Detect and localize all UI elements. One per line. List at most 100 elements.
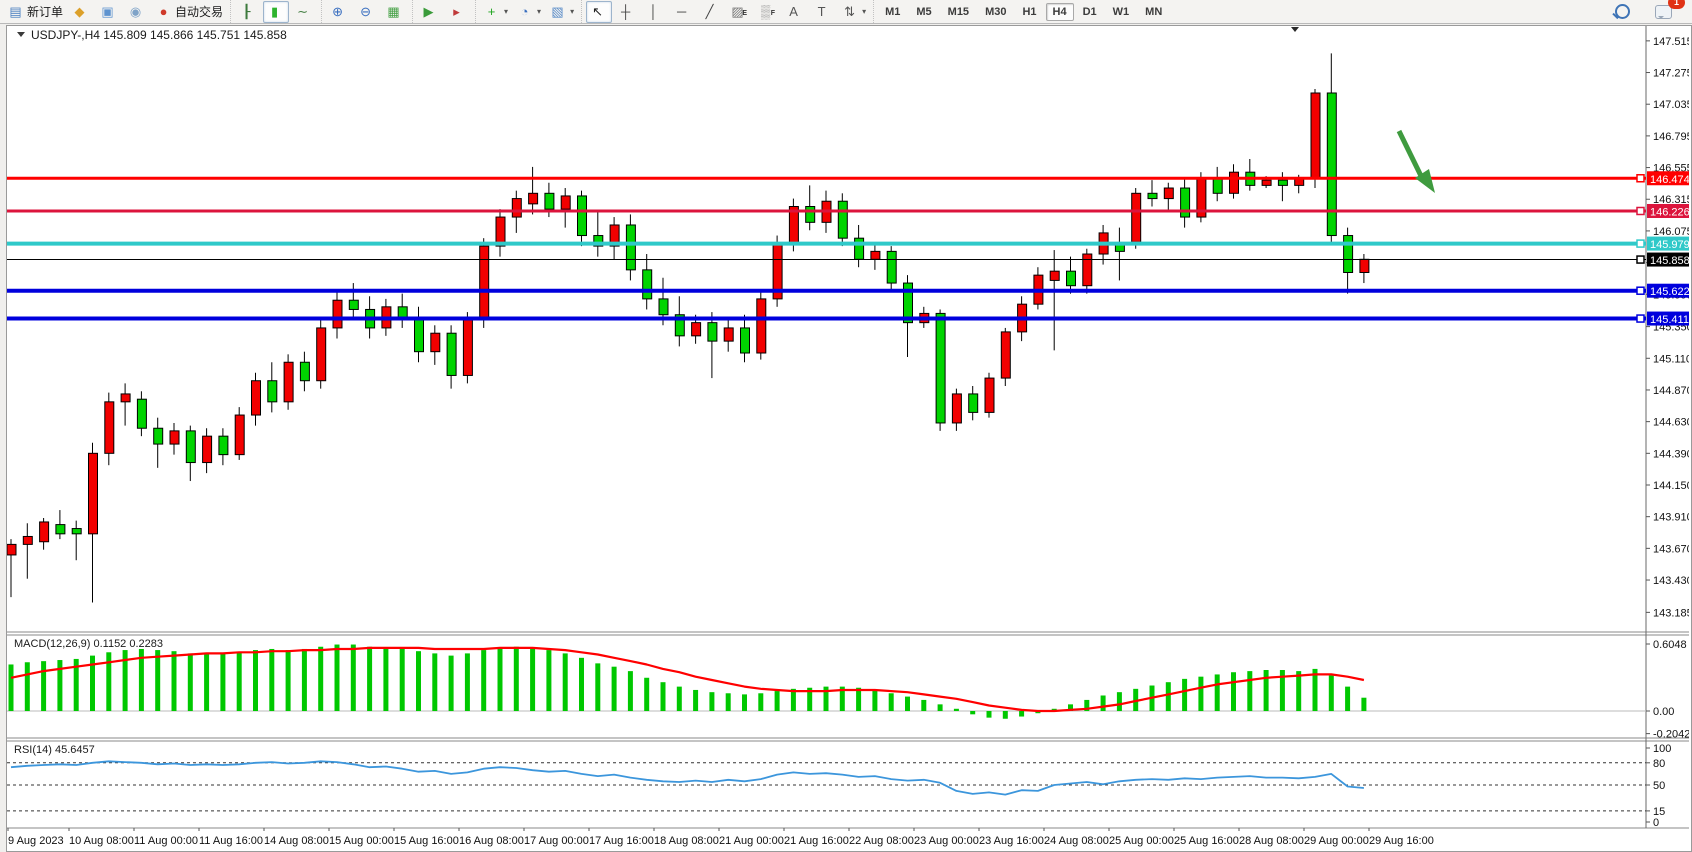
toolbar-group-orders: ▤ 新订单 ◆ ▣ ◉ ● 自动交易 xyxy=(0,0,230,23)
candle-body xyxy=(283,361,294,403)
candle-body xyxy=(1082,253,1093,287)
cursor-button[interactable]: ↖ xyxy=(586,0,613,23)
signal-icon: ◉ xyxy=(129,4,142,19)
arrows-button[interactable]: ⇅ ▾ xyxy=(838,1,869,23)
y-axis-label: 147.035 xyxy=(1653,99,1689,111)
zoom-out-button[interactable]: ⊖ xyxy=(354,1,380,23)
macd-histogram-bar xyxy=(122,650,128,711)
pivot-line-handle[interactable] xyxy=(1636,239,1645,248)
bid-price-line-handle[interactable] xyxy=(1636,255,1645,264)
notifications-button[interactable]: 1 xyxy=(1652,0,1685,23)
timeframe-d1-button[interactable]: D1 xyxy=(1082,5,1097,18)
macd-histogram-bar xyxy=(155,650,161,711)
timeframe-h4-button[interactable]: H4 xyxy=(1045,2,1074,21)
y-axis-label: 144.150 xyxy=(1653,480,1689,492)
search-button[interactable] xyxy=(1612,1,1638,23)
macd-histogram-bar xyxy=(1312,668,1318,711)
annotation-arrow-head[interactable] xyxy=(1415,169,1435,193)
macd-histogram-bar xyxy=(253,650,258,711)
indicators-icon: + xyxy=(487,4,496,19)
line-chart-button[interactable]: ∼ xyxy=(291,1,317,23)
annotation-arrow-shaft[interactable] xyxy=(1396,129,1426,182)
macd-histogram-bar xyxy=(693,689,699,711)
y-axis-label: 143.670 xyxy=(1653,543,1689,555)
rsi-axis-label: 80 xyxy=(1653,758,1665,770)
x-axis-label: 29 Aug 00:00 xyxy=(1304,835,1369,847)
chart-shift-button[interactable]: ▸ xyxy=(445,1,471,23)
crosshair-button[interactable]: ┼ xyxy=(614,1,640,23)
macd-histogram-bar xyxy=(90,655,95,711)
chart-shift-marker[interactable] xyxy=(1291,27,1299,32)
macd-histogram-bar xyxy=(8,664,14,711)
profile-button[interactable]: ▣ xyxy=(96,1,122,23)
macd-histogram-bar xyxy=(856,687,862,711)
styler-button[interactable]: ◆ xyxy=(68,1,94,23)
macd-histogram-bar xyxy=(725,693,731,711)
periods-button[interactable]: ◔ ▾ xyxy=(513,1,544,23)
channel-button[interactable]: ▨ E xyxy=(726,1,752,23)
indicators-button[interactable]: + ▾ xyxy=(480,1,511,23)
trendline-button[interactable]: ╱ xyxy=(698,1,724,23)
x-axis-label: 21 Aug 16:00 xyxy=(784,835,849,847)
templates-button-dropdown-icon[interactable]: ▾ xyxy=(570,7,575,16)
y-axis-label: 144.630 xyxy=(1653,417,1689,429)
bar-chart-button[interactable]: ┠ xyxy=(235,1,261,23)
timeframe-m1-button[interactable]: M1 xyxy=(885,5,901,18)
signals-button[interactable]: ◉ xyxy=(124,1,150,23)
x-axis-label: 25 Aug 16:00 xyxy=(1174,835,1239,847)
auto-scroll-button[interactable]: ▶ xyxy=(417,1,443,23)
zoom-in-button[interactable]: ⊕ xyxy=(326,1,352,23)
chat-bubble-icon xyxy=(1655,4,1672,19)
new-order-icon: ▤ xyxy=(9,4,22,19)
timeframe-m15-button[interactable]: M15 xyxy=(947,5,970,18)
timeframe-h1-button[interactable]: H1 xyxy=(1022,5,1037,18)
crosshair-icon: ┼ xyxy=(620,4,631,19)
zoom-in-icon: ⊕ xyxy=(332,4,343,19)
resistance-line-2-handle[interactable] xyxy=(1636,206,1645,216)
x-axis-label: 11 Aug 00:00 xyxy=(134,835,198,847)
macd-histogram-bar xyxy=(334,644,340,711)
macd-histogram-bar xyxy=(921,699,927,711)
indicators-button-dropdown-icon[interactable]: ▾ xyxy=(504,7,509,16)
text-button[interactable]: A xyxy=(782,1,808,23)
timeframe-m5-button[interactable]: M5 xyxy=(916,5,932,18)
timeframe-mn-button[interactable]: MN xyxy=(1145,5,1163,18)
y-axis-label: 146.315 xyxy=(1653,194,1689,206)
candle-body xyxy=(544,192,555,210)
macd-histogram-bar xyxy=(905,696,910,711)
new-order-button[interactable]: ▤ 新订单 xyxy=(4,1,66,23)
timeframe-m30-button[interactable]: M30 xyxy=(985,5,1007,18)
horizontal-line-button[interactable]: ─ xyxy=(670,1,696,23)
text-label-button[interactable]: T xyxy=(810,1,836,23)
timeframe-w1-button[interactable]: W1 xyxy=(1112,5,1130,18)
support-line-2-handle[interactable] xyxy=(1636,314,1645,323)
y-axis-label: 147.515 xyxy=(1653,36,1689,48)
candle-chart-button[interactable]: ▮ xyxy=(263,0,290,23)
arrows-button-dropdown-icon[interactable]: ▾ xyxy=(862,7,867,16)
x-axis-label: 18 Aug 08:00 xyxy=(654,835,719,847)
y-axis-label: 147.275 xyxy=(1653,68,1689,80)
symbol-dropdown-icon[interactable] xyxy=(17,32,25,37)
y-axis-label: 143.430 xyxy=(1653,575,1689,587)
vertical-line-button[interactable]: │ xyxy=(642,1,668,23)
macd-histogram-bar xyxy=(399,648,405,711)
macd-histogram-bar xyxy=(220,653,226,711)
periods-button-dropdown-icon[interactable]: ▾ xyxy=(537,7,542,16)
resistance-line-1-handle[interactable] xyxy=(1636,174,1645,183)
fibonacci-button[interactable]: ▒ F xyxy=(754,1,780,23)
macd-histogram-bar xyxy=(1019,711,1025,717)
resistance-line-2-price-tag xyxy=(1647,203,1689,218)
chart-window[interactable]: 147.515 147.275 147.035 146.795 146.555 146.3… xyxy=(6,25,1692,852)
candle-body xyxy=(202,435,213,464)
support-line-1-handle[interactable] xyxy=(1636,286,1645,295)
candle-body xyxy=(756,298,767,354)
chart-canvas[interactable]: 147.515147.275147.035146.795146.555146.3… xyxy=(6,26,1692,849)
autotrading-button[interactable]: ● 自动交易 xyxy=(152,1,226,23)
macd-histogram-bar xyxy=(171,651,177,711)
templates-button[interactable]: ▧ ▾ xyxy=(546,1,577,23)
macd-histogram-bar xyxy=(1002,711,1008,719)
tile-windows-button[interactable]: ▦ xyxy=(382,1,408,23)
candle-body xyxy=(837,200,848,239)
macd-histogram-bar xyxy=(1035,711,1041,714)
paint-icon: ◆ xyxy=(74,4,85,19)
